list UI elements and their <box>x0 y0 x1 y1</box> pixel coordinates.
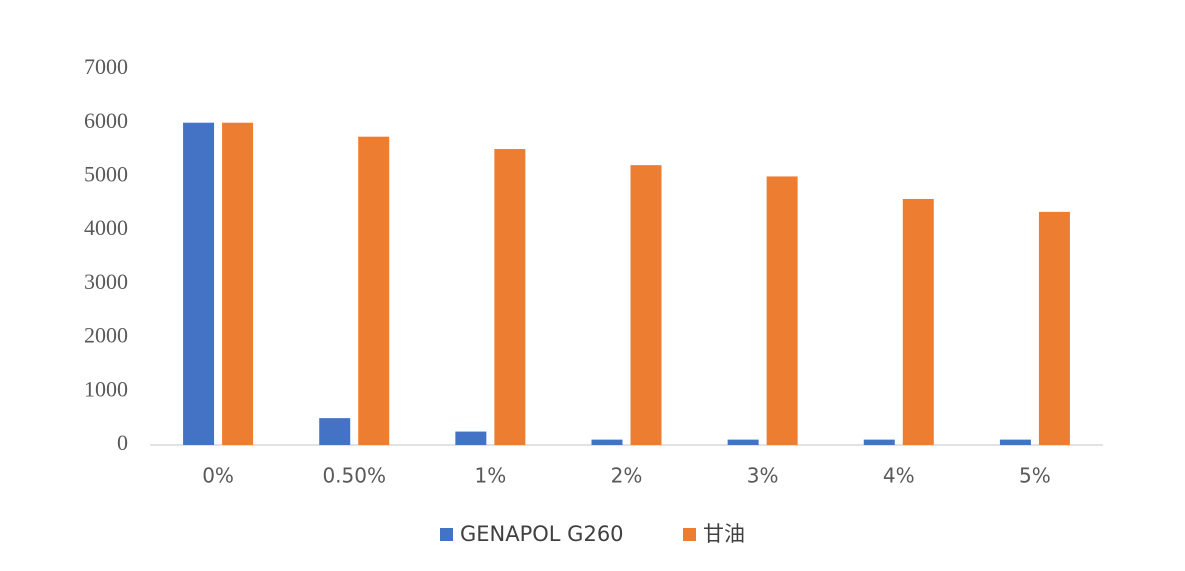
bar <box>455 431 487 445</box>
bar <box>727 439 759 445</box>
legend-swatch <box>440 528 453 541</box>
y-tick-label: 1000 <box>84 376 128 401</box>
x-tick-label: 0.50% <box>322 464 386 488</box>
bar <box>319 418 351 445</box>
bar <box>358 136 390 445</box>
x-tick-label: 2% <box>611 464 643 488</box>
bar <box>222 122 254 445</box>
y-tick-label: 4000 <box>84 215 128 240</box>
legend-label: 甘油 <box>703 522 745 546</box>
legend-label: GENAPOL G260 <box>460 522 624 546</box>
legend-swatch <box>683 528 696 541</box>
bar <box>1038 211 1070 445</box>
bar <box>902 198 934 445</box>
y-tick-label: 2000 <box>84 323 128 348</box>
x-tick-label: 3% <box>747 464 779 488</box>
bar <box>863 439 895 445</box>
bar <box>494 149 526 445</box>
x-tick-label: 0% <box>202 464 234 488</box>
bar <box>591 439 623 445</box>
y-tick-label: 7000 <box>84 54 128 79</box>
bar <box>999 439 1031 445</box>
y-tick-label: 6000 <box>84 108 128 133</box>
bar <box>630 165 662 446</box>
x-tick-label: 5% <box>1019 464 1051 488</box>
y-tick-label: 0 <box>117 430 128 455</box>
bar <box>183 122 215 445</box>
y-tick-label: 5000 <box>84 161 128 186</box>
y-tick-label: 3000 <box>84 269 128 294</box>
bar <box>766 176 798 445</box>
x-tick-label: 1% <box>474 464 506 488</box>
x-tick-label: 4% <box>883 464 915 488</box>
